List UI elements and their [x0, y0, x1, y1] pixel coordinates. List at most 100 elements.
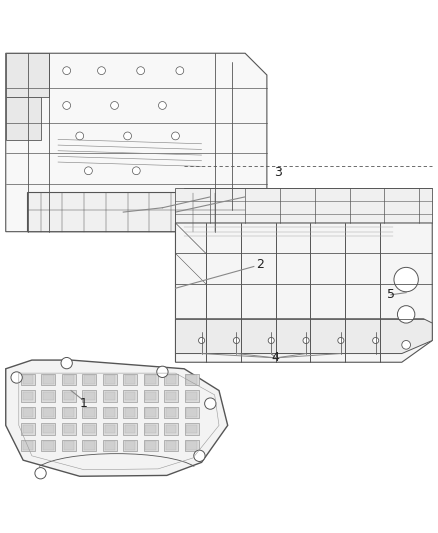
Circle shape [397, 305, 415, 323]
Text: 5: 5 [387, 288, 395, 301]
Polygon shape [43, 408, 53, 417]
Circle shape [132, 167, 140, 175]
Circle shape [98, 67, 106, 75]
Polygon shape [123, 390, 137, 402]
Polygon shape [43, 392, 53, 400]
Polygon shape [42, 423, 55, 435]
Polygon shape [105, 392, 115, 400]
Polygon shape [62, 407, 76, 418]
Polygon shape [105, 375, 115, 384]
Polygon shape [186, 392, 197, 400]
Circle shape [268, 337, 274, 344]
Polygon shape [166, 425, 177, 433]
Polygon shape [105, 425, 115, 433]
Polygon shape [166, 392, 177, 400]
Polygon shape [164, 407, 178, 418]
Polygon shape [23, 441, 33, 450]
Text: 4: 4 [272, 351, 279, 365]
Polygon shape [21, 440, 35, 451]
Circle shape [157, 366, 168, 377]
Polygon shape [123, 374, 137, 385]
Polygon shape [145, 441, 156, 450]
Polygon shape [42, 390, 55, 402]
Polygon shape [21, 423, 35, 435]
Polygon shape [103, 390, 117, 402]
Circle shape [402, 341, 410, 349]
Polygon shape [125, 425, 135, 433]
Circle shape [205, 398, 216, 409]
Circle shape [198, 337, 205, 344]
Polygon shape [186, 425, 197, 433]
Circle shape [176, 67, 184, 75]
Polygon shape [144, 423, 158, 435]
Circle shape [137, 67, 145, 75]
Polygon shape [64, 392, 74, 400]
Polygon shape [103, 423, 117, 435]
Polygon shape [84, 425, 95, 433]
Polygon shape [62, 374, 76, 385]
Circle shape [63, 102, 71, 109]
Polygon shape [164, 390, 178, 402]
Polygon shape [144, 390, 158, 402]
Polygon shape [6, 360, 228, 477]
Circle shape [76, 132, 84, 140]
Polygon shape [144, 407, 158, 418]
Polygon shape [185, 374, 198, 385]
Polygon shape [164, 440, 178, 451]
Polygon shape [125, 408, 135, 417]
Polygon shape [6, 53, 267, 232]
Circle shape [61, 358, 72, 369]
Polygon shape [42, 407, 55, 418]
Polygon shape [21, 390, 35, 402]
Polygon shape [103, 407, 117, 418]
Polygon shape [62, 390, 76, 402]
Polygon shape [186, 408, 197, 417]
Polygon shape [123, 407, 137, 418]
Circle shape [63, 67, 71, 75]
Circle shape [85, 167, 92, 175]
Polygon shape [123, 440, 137, 451]
Polygon shape [166, 375, 177, 384]
Circle shape [303, 337, 309, 344]
Circle shape [172, 132, 180, 140]
Polygon shape [23, 425, 33, 433]
Polygon shape [145, 408, 156, 417]
Polygon shape [125, 441, 135, 450]
Circle shape [194, 450, 205, 462]
Polygon shape [84, 392, 95, 400]
Polygon shape [23, 375, 33, 384]
Circle shape [338, 337, 344, 344]
Circle shape [233, 337, 240, 344]
Circle shape [111, 102, 118, 109]
Polygon shape [62, 440, 76, 451]
Polygon shape [144, 440, 158, 451]
Polygon shape [43, 425, 53, 433]
Polygon shape [6, 53, 49, 97]
Polygon shape [176, 223, 432, 362]
Polygon shape [64, 408, 74, 417]
Polygon shape [105, 408, 115, 417]
Polygon shape [186, 375, 197, 384]
Circle shape [159, 102, 166, 109]
Polygon shape [185, 407, 198, 418]
Polygon shape [164, 423, 178, 435]
Polygon shape [164, 374, 178, 385]
Polygon shape [23, 392, 33, 400]
Polygon shape [64, 425, 74, 433]
Polygon shape [82, 390, 96, 402]
Circle shape [35, 467, 46, 479]
Circle shape [11, 372, 22, 383]
Polygon shape [43, 441, 53, 450]
Polygon shape [84, 408, 95, 417]
Polygon shape [43, 375, 53, 384]
Polygon shape [82, 423, 96, 435]
Polygon shape [103, 440, 117, 451]
Polygon shape [82, 407, 96, 418]
Polygon shape [64, 375, 74, 384]
Polygon shape [125, 375, 135, 384]
Text: 3: 3 [274, 166, 282, 180]
Polygon shape [23, 408, 33, 417]
Polygon shape [28, 192, 245, 232]
Polygon shape [185, 390, 198, 402]
Polygon shape [145, 375, 156, 384]
